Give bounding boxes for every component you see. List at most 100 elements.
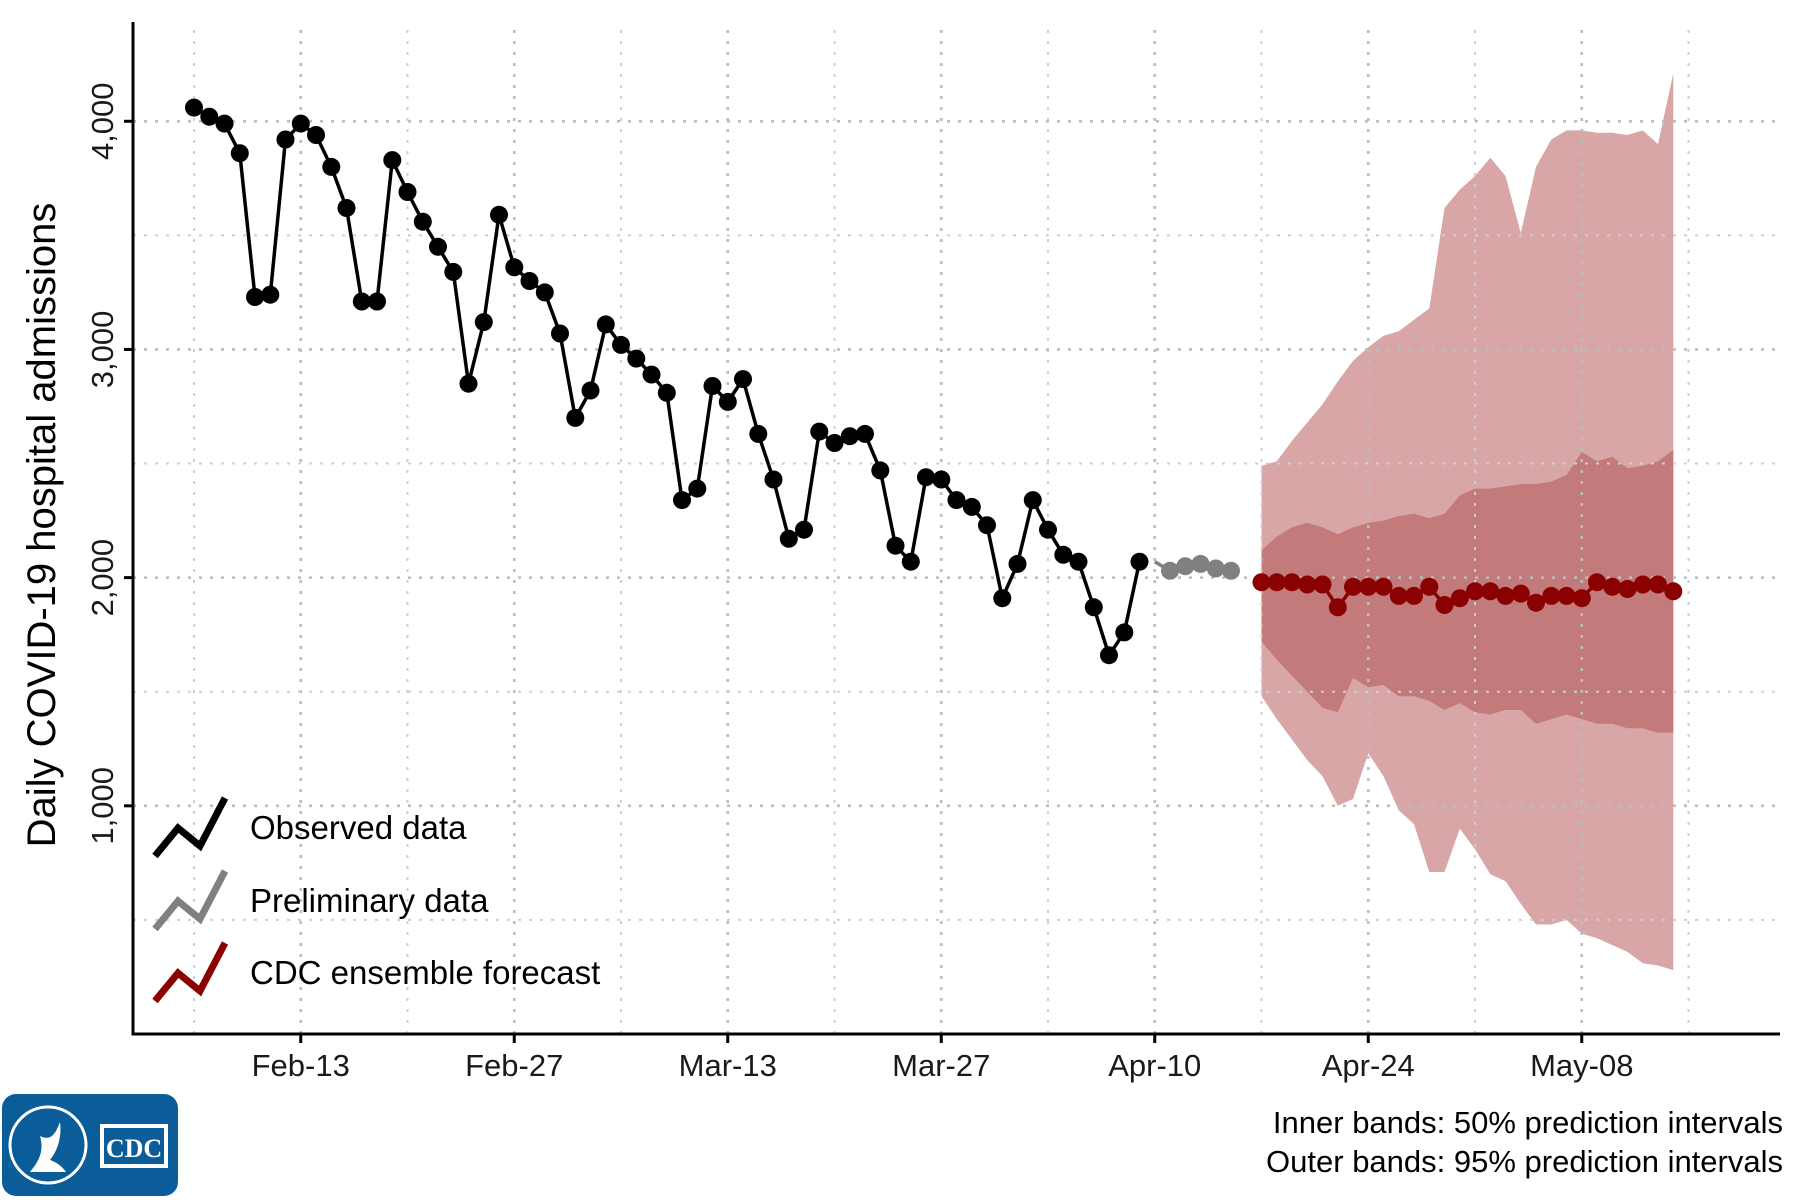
observed-point <box>795 520 813 539</box>
forecast-point <box>1450 589 1469 608</box>
observed-point <box>596 315 615 334</box>
legend-line-icon <box>152 941 229 1004</box>
y-tick-label: 4,000 <box>85 82 120 160</box>
observed-point <box>322 157 341 176</box>
observed-point <box>398 183 417 201</box>
x-tick-label: Apr-10 <box>1108 1048 1201 1083</box>
hhs-eagle-icon <box>30 1122 66 1172</box>
cdc-box-inner <box>104 1128 164 1164</box>
forecast-point <box>1557 586 1576 605</box>
forecast-point <box>1588 573 1606 592</box>
legend-label: Preliminary data <box>250 882 489 919</box>
forecast-point <box>1664 582 1683 601</box>
forecast-point <box>1649 575 1667 594</box>
observed-point <box>337 199 356 217</box>
y-tick-label: 3,000 <box>85 311 120 389</box>
forecast-point <box>1313 575 1332 594</box>
observed-point <box>978 516 996 535</box>
preliminary-point <box>1222 561 1240 580</box>
observed-point <box>429 237 447 256</box>
observed-point <box>703 377 722 395</box>
observed-point <box>749 424 768 443</box>
forecast-point <box>1344 577 1362 596</box>
observed-point <box>490 205 508 224</box>
observed-point <box>368 292 386 311</box>
observed-point <box>505 258 524 277</box>
x-tick-label: Mar-13 <box>679 1048 777 1083</box>
forecast-point <box>1405 586 1423 605</box>
observed-point <box>352 292 371 311</box>
forecast-point <box>1328 598 1347 617</box>
observed-point <box>825 434 844 452</box>
observed-point <box>459 374 478 393</box>
x-tick-label: May-08 <box>1530 1048 1633 1083</box>
observed-point <box>551 324 569 343</box>
observed-point <box>1008 554 1027 573</box>
y-tick-label: 1,000 <box>85 767 120 845</box>
observed-point <box>856 424 874 443</box>
observed-point <box>1054 545 1073 564</box>
observed-point <box>261 285 280 304</box>
forecast-point <box>1298 575 1317 594</box>
observed-point <box>734 370 752 389</box>
observed-point <box>962 497 981 516</box>
forecast-point <box>1374 577 1393 596</box>
observed-point <box>688 479 707 498</box>
observed-point <box>185 98 203 117</box>
x-tick-label: Feb-13 <box>252 1048 350 1083</box>
x-tick-label: Apr-24 <box>1322 1048 1415 1083</box>
observed-point <box>520 272 539 290</box>
preliminary-point <box>1161 561 1179 580</box>
observed-point <box>993 589 1012 608</box>
observed-point <box>215 114 234 133</box>
x-tick-label: Mar-27 <box>892 1048 990 1083</box>
cdc-logo-text: CDC <box>106 1134 162 1163</box>
observed-point <box>810 422 829 441</box>
forecast-point <box>1572 589 1591 608</box>
forecast-point <box>1283 573 1301 592</box>
observed-point <box>627 349 646 368</box>
observed-point <box>1023 491 1042 510</box>
observed-point <box>612 335 630 354</box>
legend-line-icon <box>152 796 229 859</box>
observed-point <box>901 552 920 571</box>
legend-label: CDC ensemble forecast <box>250 954 600 991</box>
y-axis-label: Daily COVID-19 hospital admissions <box>20 203 64 848</box>
observed-point <box>230 144 249 163</box>
forecast-point <box>1435 596 1454 614</box>
prediction-bands <box>1261 73 1674 971</box>
observed-point <box>1039 520 1057 539</box>
observed-line <box>193 106 1142 657</box>
forecast-point <box>1359 577 1378 596</box>
observed-point <box>718 392 737 411</box>
observed-point <box>1115 623 1134 642</box>
observed-point <box>276 130 295 149</box>
observed-point <box>291 114 310 133</box>
forecast-point <box>1252 573 1271 592</box>
forecast-point <box>1618 580 1637 598</box>
observed-point <box>642 365 661 384</box>
legend-line-icon <box>152 869 229 932</box>
observed-point <box>566 408 585 427</box>
forecast-point <box>1267 573 1286 592</box>
legend-item-observed: Observed data <box>152 796 467 859</box>
preliminary-point <box>1191 554 1210 573</box>
gridlines <box>133 30 1780 1034</box>
forecast-point <box>1527 593 1545 612</box>
observed-point <box>932 470 951 489</box>
legend-label: Observed data <box>250 809 467 846</box>
observed-point <box>444 262 463 281</box>
observed-point <box>413 212 432 231</box>
x-tick-label: Feb-27 <box>465 1048 563 1083</box>
observed-point <box>1084 598 1103 617</box>
observed-point <box>535 283 554 302</box>
observed-point <box>779 529 798 548</box>
observed-point <box>246 288 264 306</box>
preliminary-point <box>1206 559 1225 578</box>
legend-item-forecast: CDC ensemble forecast <box>152 941 600 1004</box>
observed-point <box>673 491 691 510</box>
observed-point <box>764 470 783 489</box>
forecast-point <box>1511 584 1530 603</box>
observed-point <box>307 126 325 144</box>
observed-point <box>1100 646 1118 665</box>
